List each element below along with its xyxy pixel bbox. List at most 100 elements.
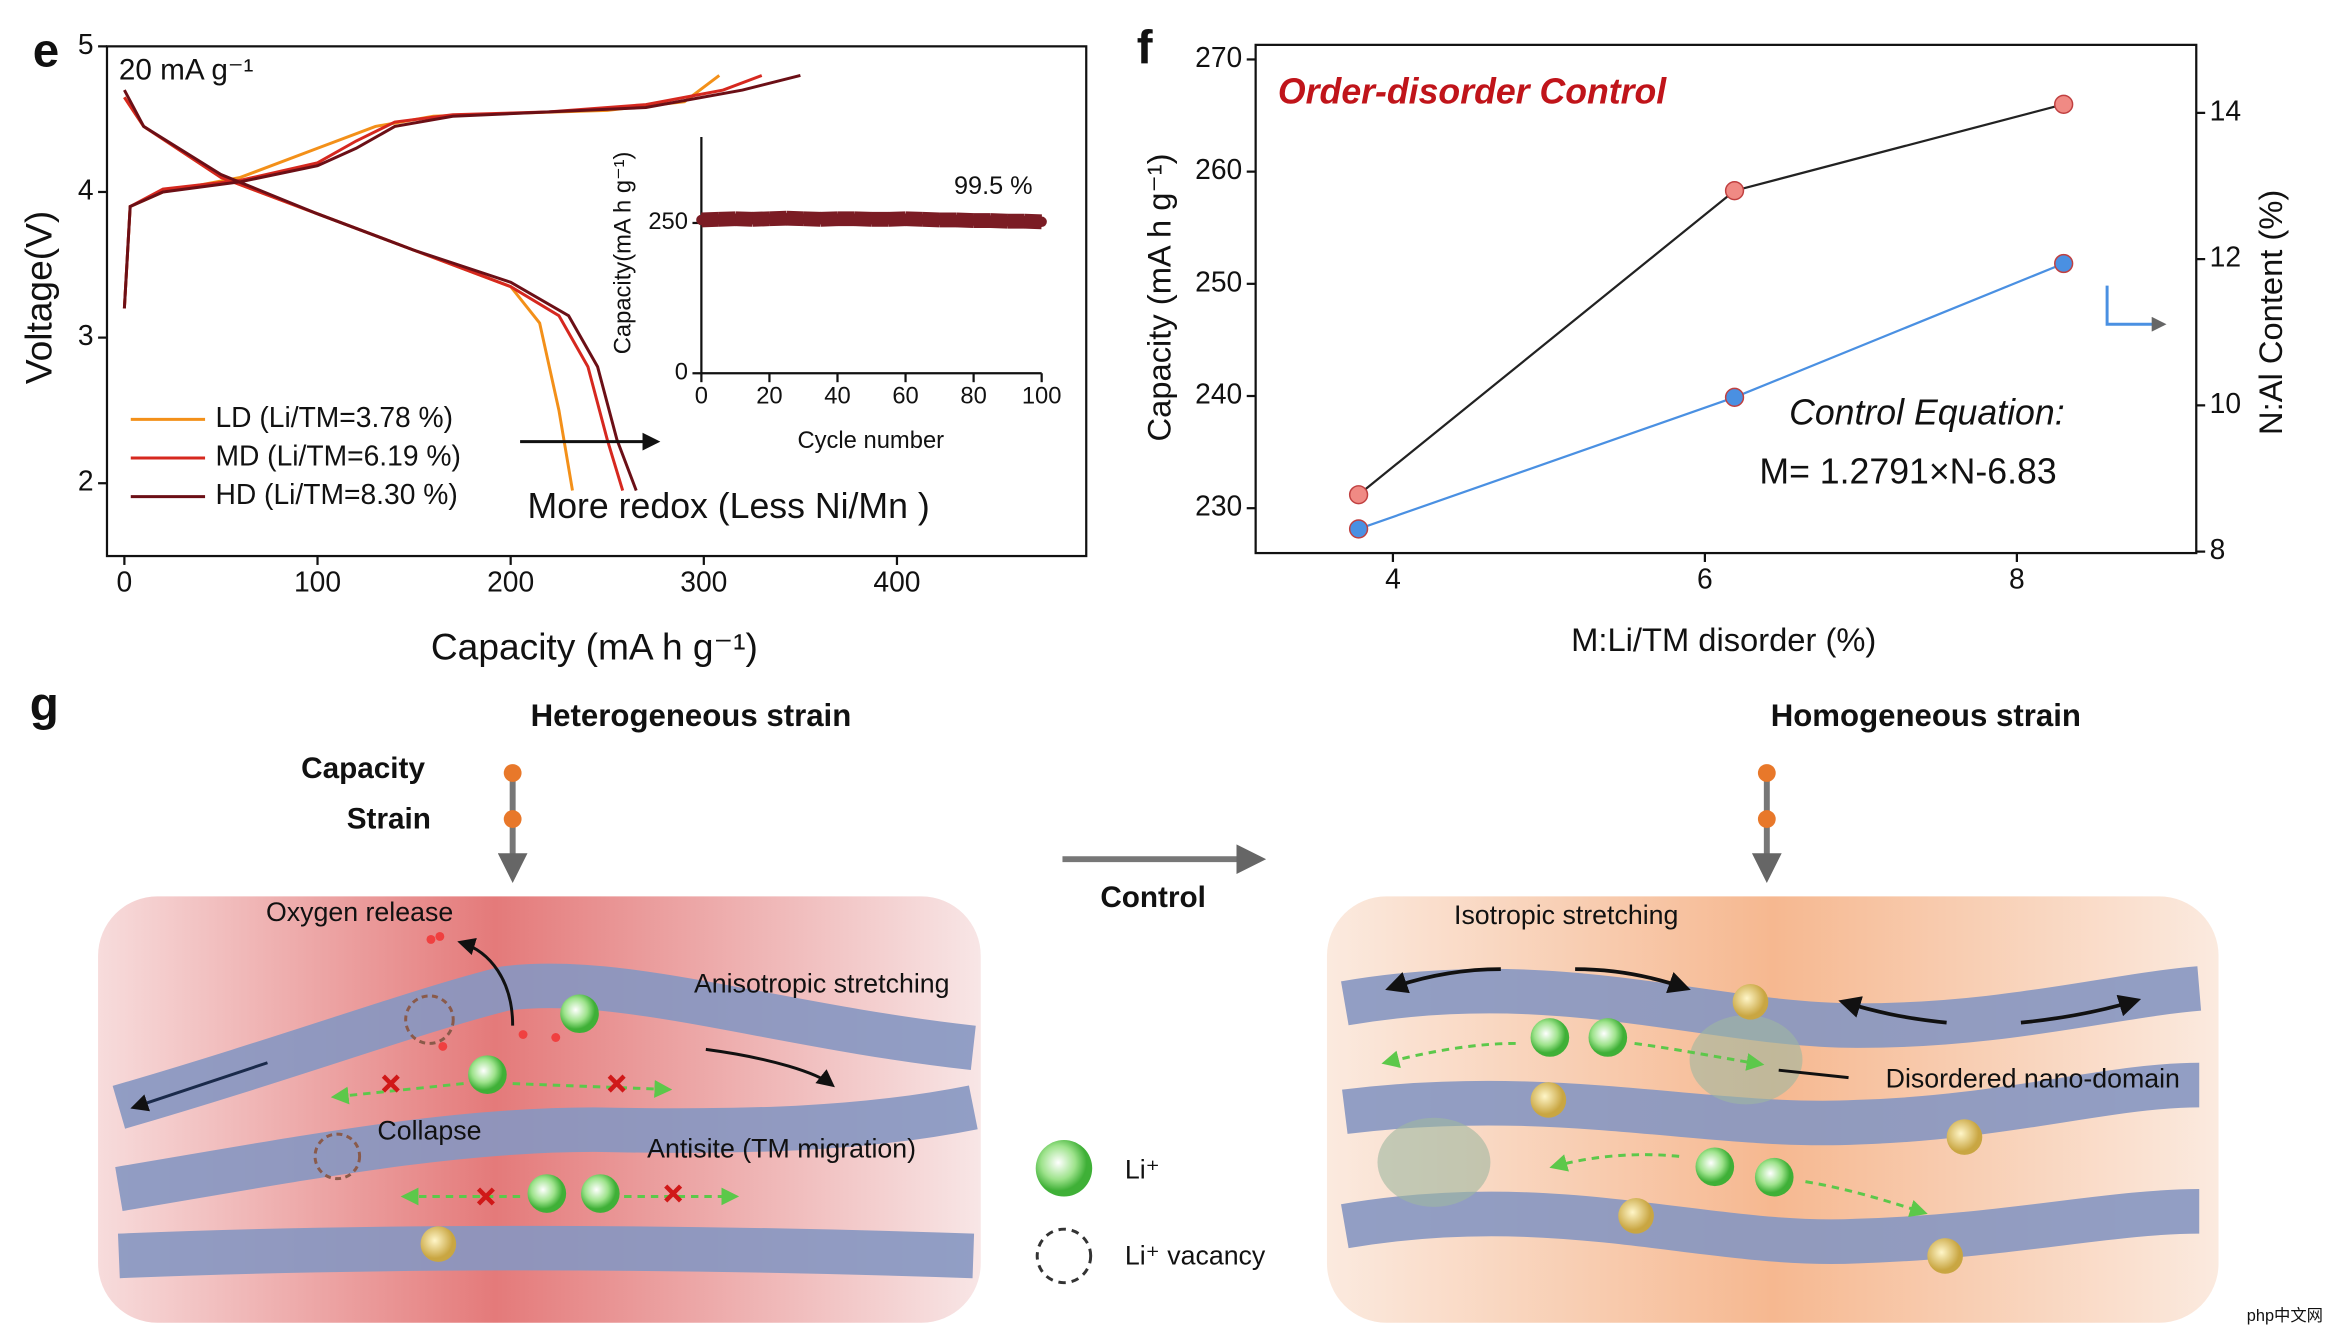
arrow-label: Control xyxy=(1100,881,1206,914)
band xyxy=(803,211,821,227)
marker xyxy=(1724,387,1745,407)
x-tick-label: 40 xyxy=(824,382,850,409)
legend-vacancy xyxy=(1035,1227,1093,1285)
y2-tick-label: 8 xyxy=(2210,533,2226,565)
x-tick-label: 80 xyxy=(960,382,986,409)
domain xyxy=(1689,1015,1803,1105)
plot-frame xyxy=(105,45,1088,558)
label: Antisite (TM migration) xyxy=(647,1133,916,1163)
y-tick-label: 250 xyxy=(1195,265,1242,297)
tm-ion xyxy=(420,1226,457,1262)
band xyxy=(854,211,872,227)
x-axis-label: M:Li/TM disorder (%) xyxy=(1571,621,1876,658)
label: Collapse xyxy=(377,1116,481,1146)
arrow xyxy=(705,1047,835,1088)
band xyxy=(786,210,804,227)
y2-tick-label: 10 xyxy=(2210,387,2241,419)
x-tick-label: 4 xyxy=(1385,563,1401,595)
y-tick-label: 250 xyxy=(648,208,688,235)
marker xyxy=(1348,485,1369,505)
y-tick-label: 5 xyxy=(78,28,94,60)
y2-tick-label: 12 xyxy=(2210,241,2241,273)
panel-label: f xyxy=(1137,21,1153,74)
annotation: Order-disorder Control xyxy=(1278,71,1667,111)
marker xyxy=(1757,764,1776,782)
label: Oxygen release xyxy=(266,897,453,927)
arrows xyxy=(1385,967,2142,1025)
legend-label: MD (Li/TM=6.19 %) xyxy=(215,439,460,471)
band xyxy=(888,211,906,227)
band xyxy=(735,211,753,227)
bar-label: Strain xyxy=(347,802,431,835)
label: Isotropic stretching xyxy=(1454,900,1678,930)
band xyxy=(1024,213,1042,230)
y-tick-label: 240 xyxy=(1195,377,1242,409)
panel-label: g xyxy=(30,678,59,731)
x-tick-label: 100 xyxy=(294,566,341,598)
y-tick-label: 4 xyxy=(78,173,94,205)
y2-axis-label: N:Al Content (%) xyxy=(2252,190,2289,435)
band xyxy=(701,211,719,228)
band xyxy=(769,210,787,227)
series-line xyxy=(122,74,801,492)
diagram: g Heterogeneous strain Homogeneous strai… xyxy=(30,678,2323,1325)
legend-label: HD (Li/TM=8.30 %) xyxy=(215,478,457,510)
x-tick-label: 60 xyxy=(892,382,918,409)
bar-label: Capacity xyxy=(301,752,425,785)
marker xyxy=(1348,519,1369,539)
y-tick-label: 260 xyxy=(1195,153,1242,185)
legend-label: Li⁺ xyxy=(1125,1154,1160,1184)
band xyxy=(905,211,923,227)
x-tick-label: 100 xyxy=(1022,382,1062,409)
tm-ions xyxy=(1530,983,1983,1274)
title: Homogeneous strain xyxy=(1771,698,2081,733)
y-tick-label: 230 xyxy=(1195,490,1242,522)
annotation: 99.5 % xyxy=(954,172,1033,200)
y-tick-label: 0 xyxy=(675,359,688,386)
x-tick-label: 300 xyxy=(680,566,727,598)
plot-frame xyxy=(1254,43,2198,555)
y-axis-label: Capacity (mA h g⁻¹) xyxy=(1141,154,1178,442)
y-tick-label: 2 xyxy=(78,465,94,497)
marker xyxy=(1724,181,1745,201)
paths xyxy=(1381,1041,1928,1217)
marker xyxy=(503,810,522,828)
title: Heterogeneous strain xyxy=(531,698,852,733)
legend-label: Li⁺ vacancy xyxy=(1125,1240,1266,1270)
y-tick-label: 3 xyxy=(78,319,94,351)
y-axis-label: Voltage(V) xyxy=(17,211,59,384)
arrow xyxy=(130,1061,268,1112)
y-tick-label: 270 xyxy=(1195,41,1242,73)
domain xyxy=(1377,1117,1491,1207)
x-tick-label: 6 xyxy=(1697,563,1713,595)
legend-li xyxy=(1035,1140,1093,1197)
annotation: Control Equation: xyxy=(1789,392,2065,432)
x-tick-label: 20 xyxy=(756,382,782,409)
band xyxy=(820,211,838,227)
x-tick-label: 200 xyxy=(487,566,534,598)
blocked xyxy=(381,1074,683,1206)
series-line xyxy=(1357,103,2064,496)
label: Disordered nano-domain xyxy=(1886,1064,2180,1094)
band xyxy=(752,211,770,227)
band xyxy=(990,213,1008,229)
annotation: More redox (Less Ni/Mn ) xyxy=(528,486,930,526)
marker xyxy=(2054,253,2074,274)
x-tick-label: 400 xyxy=(873,566,920,598)
label: Anisotropic stretching xyxy=(694,969,950,999)
vacancies xyxy=(313,994,455,1181)
layers xyxy=(1341,966,2202,1264)
arrow xyxy=(457,937,515,1026)
leader xyxy=(1778,1068,1849,1080)
watermark: php中文网 xyxy=(2247,1307,2323,1325)
li-ions xyxy=(1530,1018,1794,1197)
axis-arrow xyxy=(2105,285,2167,332)
annotation: 20 mA g⁻¹ xyxy=(119,53,254,86)
band xyxy=(956,212,974,228)
li-ions xyxy=(468,994,620,1213)
band xyxy=(922,211,940,228)
annotation: M= 1.2791×N-6.83 xyxy=(1759,452,2056,492)
paths xyxy=(330,1080,740,1206)
